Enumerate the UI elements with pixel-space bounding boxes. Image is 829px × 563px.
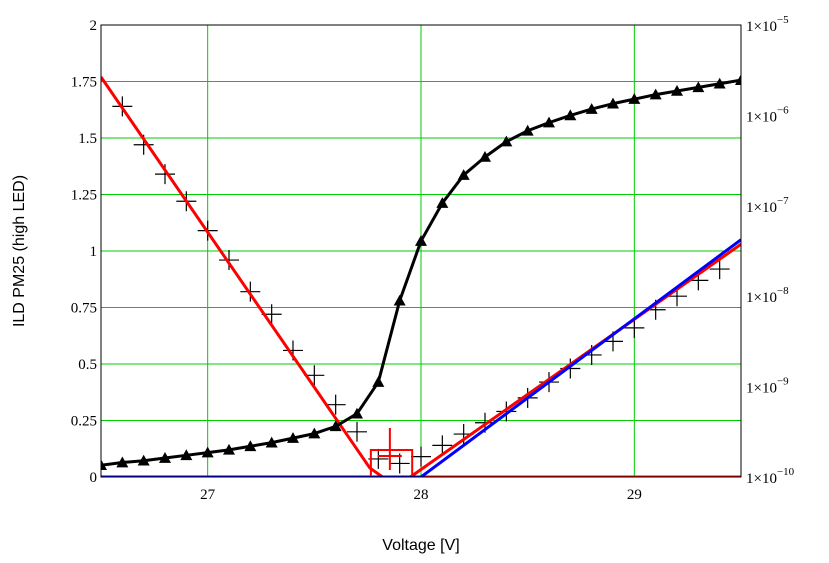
- y-tick-label: 0.5: [78, 357, 97, 373]
- data-point-plus: [347, 421, 367, 442]
- plot-frame: [100, 24, 742, 478]
- data-point-triangle: [671, 84, 683, 96]
- data-point-triangle: [713, 77, 726, 89]
- data-point-triangle: [244, 440, 257, 452]
- bottom-tick-labels: 27 28 29: [200, 487, 642, 503]
- data-point-plus: [709, 259, 730, 280]
- data-point-triangle: [479, 150, 491, 162]
- data-point-triangle: [649, 88, 662, 100]
- data-point-triangle: [543, 116, 555, 128]
- data-point-triangle: [436, 197, 449, 208]
- y-tick-label: 2: [90, 18, 98, 34]
- cross-marker: [377, 428, 402, 471]
- series-1: [101, 76, 741, 477]
- series-line: [101, 238, 741, 477]
- y-tick-label: 0: [90, 470, 98, 486]
- right-tick-labels: 1×10−5 1×10−6 1×10−7 1×10−8 1×10−9 1×10−10: [746, 14, 795, 487]
- data-point-triangle: [308, 427, 321, 439]
- data-point-triangle: [223, 443, 235, 455]
- x-axis-label: Voltage [V]: [382, 537, 459, 554]
- series-3: [101, 238, 741, 477]
- series-5: [369, 428, 414, 477]
- data-point-triangle: [159, 452, 171, 463]
- data-point-triangle: [393, 294, 406, 306]
- data-point-plus: [432, 435, 453, 456]
- y-tick-label: 1.25: [71, 188, 97, 204]
- grid-lines: [101, 24, 741, 478]
- data-point-triangle: [201, 446, 214, 458]
- data-point-triangle: [351, 407, 363, 419]
- x-tick-label: 27: [200, 487, 216, 503]
- data-point-triangle: [180, 449, 193, 461]
- data-point-plus: [496, 401, 517, 422]
- y-axis-label: ILD PM25 (high LED): [11, 175, 28, 327]
- y-tick-label: 0.75: [71, 301, 97, 317]
- y2-tick-label: 1×10−10: [746, 466, 795, 487]
- y-tick-label: 0.25: [71, 414, 97, 430]
- data-point-triangle: [628, 93, 641, 104]
- data-point-triangle: [735, 74, 741, 85]
- y2-tick-label: 1×10−5: [746, 14, 789, 35]
- data-point-triangle: [457, 169, 470, 180]
- series-4: [101, 74, 741, 471]
- data-point-triangle: [329, 420, 342, 432]
- data-point-triangle: [500, 135, 513, 147]
- x-tick-label: 29: [627, 487, 642, 503]
- bracket-marker: [369, 449, 414, 477]
- data-point-triangle: [521, 124, 534, 136]
- data-point-triangle: [372, 376, 385, 387]
- data-point-plus: [624, 317, 645, 338]
- y-tick-label: 1.75: [71, 75, 97, 91]
- data-point-triangle: [101, 459, 107, 471]
- left-tick-labels: 0 0.25 0.5 0.75 1 1.25 1.5 1.75 2: [71, 18, 97, 486]
- data-point-plus: [325, 394, 346, 415]
- data-point-triangle: [265, 436, 278, 448]
- series-line: [101, 76, 741, 477]
- data-point-plus: [219, 250, 239, 271]
- data-point-triangle: [116, 456, 129, 468]
- data-point-triangle: [607, 97, 619, 109]
- series-layer: [101, 74, 741, 477]
- data-point-triangle: [415, 235, 427, 246]
- y2-tick-label: 1×10−6: [746, 104, 789, 125]
- data-point-triangle: [564, 109, 577, 121]
- data-point-plus: [411, 446, 431, 467]
- data-point-triangle: [585, 103, 598, 114]
- data-point-triangle: [137, 454, 150, 466]
- y2-tick-label: 1×10−8: [746, 285, 789, 306]
- y-tick-label: 1.5: [78, 131, 97, 147]
- data-point-triangle: [692, 81, 705, 93]
- y2-tick-label: 1×10−7: [746, 195, 789, 216]
- x-tick-label: 28: [414, 487, 429, 503]
- y2-tick-label: 1×10−9: [746, 376, 789, 397]
- y-tick-label: 1: [90, 244, 98, 260]
- data-point-triangle: [287, 432, 299, 443]
